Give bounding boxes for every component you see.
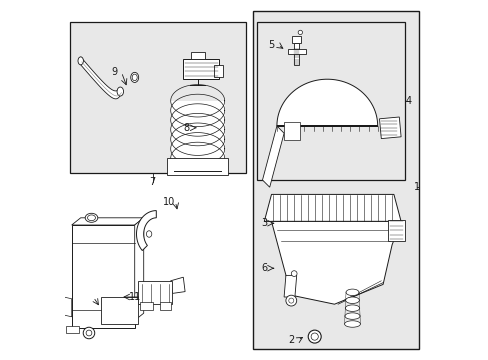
Text: 9: 9 xyxy=(112,67,118,77)
Circle shape xyxy=(307,330,321,343)
Bar xyxy=(284,122,300,140)
Bar xyxy=(167,158,228,175)
Bar xyxy=(140,302,152,310)
Ellipse shape xyxy=(132,74,137,81)
Bar xyxy=(101,297,138,324)
Polygon shape xyxy=(292,36,301,43)
Circle shape xyxy=(86,330,92,336)
Ellipse shape xyxy=(298,30,302,35)
Bar xyxy=(253,11,418,349)
Ellipse shape xyxy=(146,231,151,237)
Bar xyxy=(170,139,224,149)
Polygon shape xyxy=(271,221,400,304)
Text: 8: 8 xyxy=(183,123,189,133)
Bar xyxy=(170,149,224,158)
Text: 10: 10 xyxy=(163,197,175,207)
Polygon shape xyxy=(72,225,134,328)
Text: 4: 4 xyxy=(405,96,411,106)
Circle shape xyxy=(285,295,296,306)
Ellipse shape xyxy=(345,305,359,311)
Bar xyxy=(170,101,224,111)
Bar xyxy=(170,130,224,139)
Polygon shape xyxy=(72,218,143,225)
Text: 6: 6 xyxy=(261,263,267,273)
Text: 5: 5 xyxy=(268,40,274,50)
Ellipse shape xyxy=(344,321,360,327)
Bar xyxy=(138,281,172,304)
Ellipse shape xyxy=(85,213,98,222)
Ellipse shape xyxy=(346,289,358,296)
Ellipse shape xyxy=(344,313,359,319)
Polygon shape xyxy=(81,57,120,99)
Polygon shape xyxy=(287,49,305,54)
Polygon shape xyxy=(379,117,400,139)
Text: 3: 3 xyxy=(261,218,267,228)
Ellipse shape xyxy=(345,297,359,303)
Bar xyxy=(70,22,246,173)
Text: 1: 1 xyxy=(413,182,419,192)
Text: 7: 7 xyxy=(149,177,156,187)
Bar xyxy=(257,22,404,180)
Polygon shape xyxy=(134,218,143,320)
Polygon shape xyxy=(294,43,299,65)
Bar xyxy=(183,59,219,79)
Ellipse shape xyxy=(78,57,83,65)
Circle shape xyxy=(288,298,293,303)
Ellipse shape xyxy=(117,87,123,96)
Text: 11: 11 xyxy=(128,292,141,302)
Polygon shape xyxy=(264,194,400,221)
Text: 2: 2 xyxy=(287,335,294,345)
Polygon shape xyxy=(284,275,296,297)
Bar xyxy=(170,111,224,120)
Polygon shape xyxy=(136,211,156,251)
Circle shape xyxy=(291,271,296,276)
Circle shape xyxy=(310,333,318,340)
Ellipse shape xyxy=(87,215,95,221)
Bar xyxy=(170,120,224,130)
Bar xyxy=(213,65,223,77)
Polygon shape xyxy=(63,297,72,317)
Polygon shape xyxy=(170,277,185,293)
Polygon shape xyxy=(262,126,284,187)
Circle shape xyxy=(83,327,95,339)
Bar xyxy=(160,302,170,310)
Ellipse shape xyxy=(130,72,139,82)
Polygon shape xyxy=(66,326,79,333)
Polygon shape xyxy=(276,79,377,126)
Bar xyxy=(387,220,404,241)
Bar xyxy=(190,52,204,59)
